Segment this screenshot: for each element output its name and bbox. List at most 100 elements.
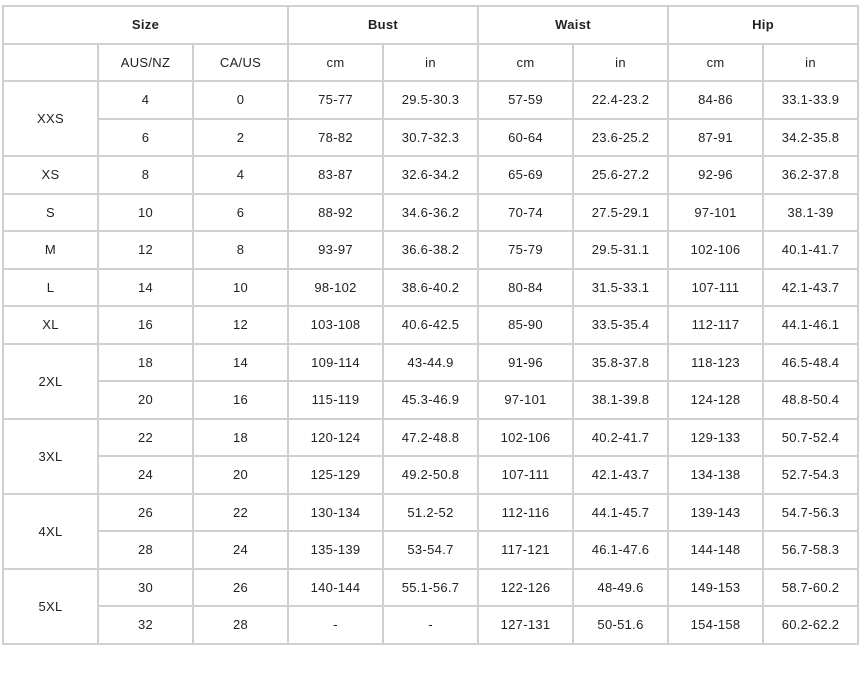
cell-aus-nz: 4 [97, 80, 194, 120]
cell-bust-in: 45.3-46.9 [382, 380, 480, 420]
cell-ca-us: 16 [191, 380, 290, 420]
cell-hip-in: 48.8-50.4 [762, 380, 860, 420]
cell-bust-in: 55.1-56.7 [382, 567, 480, 607]
table-row: XS 8 4 83-87 32.6-34.2 65-69 25.6-27.2 92-96 36.… [2, 155, 860, 195]
table-row: M 12 8 93-97 36.6-38.2 75-79 29.5-31.1 102-106 4… [2, 230, 860, 270]
cell-aus-nz: 8 [97, 155, 194, 195]
cell-waist-cm: 122-126 [477, 567, 575, 607]
cell-bust-in: 38.6-40.2 [382, 267, 480, 307]
cell-waist-in: 44.1-45.7 [572, 492, 670, 532]
cell-hip-cm: 118-123 [667, 342, 765, 382]
size-chart-table: Size Bust Waist Hip AUS/NZ CA/US cm in cm in c… [1, 5, 860, 645]
cell-bust-cm: 130-134 [287, 492, 385, 532]
cell-bust-cm: 75-77 [287, 80, 385, 120]
header-unit-row: AUS/NZ CA/US cm in cm in cm in [2, 42, 860, 82]
cell-waist-in: 29.5-31.1 [572, 230, 670, 270]
cell-waist-cm: 127-131 [477, 605, 575, 645]
size-label: 4XL [2, 492, 99, 570]
cell-bust-in: - [382, 605, 480, 645]
cell-waist-in: 38.1-39.8 [572, 380, 670, 420]
cell-bust-cm: 135-139 [287, 530, 385, 570]
size-label: XS [2, 155, 99, 195]
cell-hip-in: 33.1-33.9 [762, 80, 860, 120]
subheader-hip-cm: cm [667, 42, 765, 82]
cell-waist-in: 23.6-25.2 [572, 117, 670, 157]
cell-waist-in: 25.6-27.2 [572, 155, 670, 195]
cell-aus-nz: 12 [97, 230, 194, 270]
cell-hip-in: 52.7-54.3 [762, 455, 860, 495]
cell-bust-in: 32.6-34.2 [382, 155, 480, 195]
cell-bust-in: 36.6-38.2 [382, 230, 480, 270]
table-row: XXS 4 0 75-77 29.5-30.3 57-59 22.4-23.2 84-86 33… [2, 80, 860, 157]
cell-hip-cm: 97-101 [667, 192, 765, 232]
cell-ca-us: 26 [191, 567, 290, 607]
table-row: L 14 10 98-102 38.6-40.2 80-84 31.5-33.1 107-11… [2, 267, 860, 307]
size-label: M [2, 230, 99, 270]
cell-aus-nz: 32 [97, 605, 194, 645]
cell-bust-cm: 125-129 [287, 455, 385, 495]
header-waist: Waist [477, 5, 670, 45]
cell-bust-cm: 140-144 [287, 567, 385, 607]
table-row: S 10 6 88-92 34.6-36.2 70-74 27.5-29.1 97-101 38… [2, 192, 860, 232]
cell-waist-in: 22.4-23.2 [572, 80, 670, 120]
cell-aus-nz: 16 [97, 305, 194, 345]
cell-aus-nz: 26 [97, 492, 194, 532]
cell-waist-in: 48-49.6 [572, 567, 670, 607]
cell-waist-cm: 65-69 [477, 155, 575, 195]
cell-hip-cm: 92-96 [667, 155, 765, 195]
cell-bust-cm: 98-102 [287, 267, 385, 307]
table-row: 20 16 115-119 45.3-46.9 97-101 38.1-39.8 124-1… [3, 380, 860, 420]
cell-bust-in: 29.5-30.3 [382, 80, 480, 120]
cell-ca-us: 20 [191, 455, 290, 495]
cell-hip-in: 40.1-41.7 [762, 230, 860, 270]
cell-ca-us: 24 [191, 530, 290, 570]
cell-bust-in: 49.2-50.8 [382, 455, 480, 495]
cell-ca-us: 14 [191, 342, 290, 382]
cell-hip-in: 44.1-46.1 [762, 305, 860, 345]
cell-ca-us: 0 [191, 80, 290, 120]
cell-aus-nz: 30 [97, 567, 194, 607]
cell-bust-in: 40.6-42.5 [382, 305, 480, 345]
table-row: 28 24 135-139 53-54.7 117-121 46.1-47.6 144-14… [3, 530, 860, 570]
cell-bust-cm: 83-87 [287, 155, 385, 195]
cell-aus-nz: 6 [97, 117, 194, 157]
cell-ca-us: 8 [191, 230, 290, 270]
size-label: 3XL [2, 417, 99, 495]
cell-hip-cm: 107-111 [667, 267, 765, 307]
table-row: 32 28- -127-131 50-51.6 154-158 60.2-62.2 [3, 605, 860, 645]
cell-hip-cm: 112-117 [667, 305, 765, 345]
subheader-aus-nz: AUS/NZ [97, 42, 194, 82]
table-row: 24 20 125-129 49.2-50.8 107-111 42.1-43.7 134-… [3, 455, 860, 495]
subheader-hip-in: in [762, 42, 860, 82]
cell-waist-in: 50-51.6 [572, 605, 670, 645]
cell-bust-in: 51.2-52 [382, 492, 480, 532]
cell-aus-nz: 24 [97, 455, 194, 495]
cell-hip-in: 50.7-52.4 [762, 417, 860, 457]
cell-hip-cm: 124-128 [667, 380, 765, 420]
cell-aus-nz: 14 [97, 267, 194, 307]
cell-hip-cm: 139-143 [667, 492, 765, 532]
subheader-blank [2, 42, 99, 82]
cell-waist-in: 31.5-33.1 [572, 267, 670, 307]
cell-bust-cm: 115-119 [287, 380, 385, 420]
header-bust: Bust [287, 5, 480, 45]
cell-waist-in: 27.5-29.1 [572, 192, 670, 232]
cell-aus-nz: 18 [97, 342, 194, 382]
cell-aus-nz: 20 [97, 380, 194, 420]
cell-bust-in: 43-44.9 [382, 342, 480, 382]
size-label: S [2, 192, 99, 232]
size-label: L [2, 267, 99, 307]
cell-hip-in: 36.2-37.8 [762, 155, 860, 195]
cell-hip-cm: 149-153 [667, 567, 765, 607]
table-row: XL 16 12 103-108 40.6-42.5 85-90 33.5-35.4 112-… [2, 305, 860, 345]
cell-hip-in: 54.7-56.3 [762, 492, 860, 532]
table-row: 6 2 78-82 30.7-32.3 60-64 23.6-25.2 87-91 34.2-… [3, 117, 860, 157]
cell-bust-cm: 120-124 [287, 417, 385, 457]
cell-waist-cm: 60-64 [477, 117, 575, 157]
header-size: Size [1, 5, 290, 45]
cell-bust-in: 53-54.7 [382, 530, 480, 570]
cell-waist-cm: 75-79 [477, 230, 575, 270]
cell-bust-cm: - [287, 605, 385, 645]
cell-hip-cm: 102-106 [667, 230, 765, 270]
cell-waist-cm: 107-111 [477, 455, 575, 495]
